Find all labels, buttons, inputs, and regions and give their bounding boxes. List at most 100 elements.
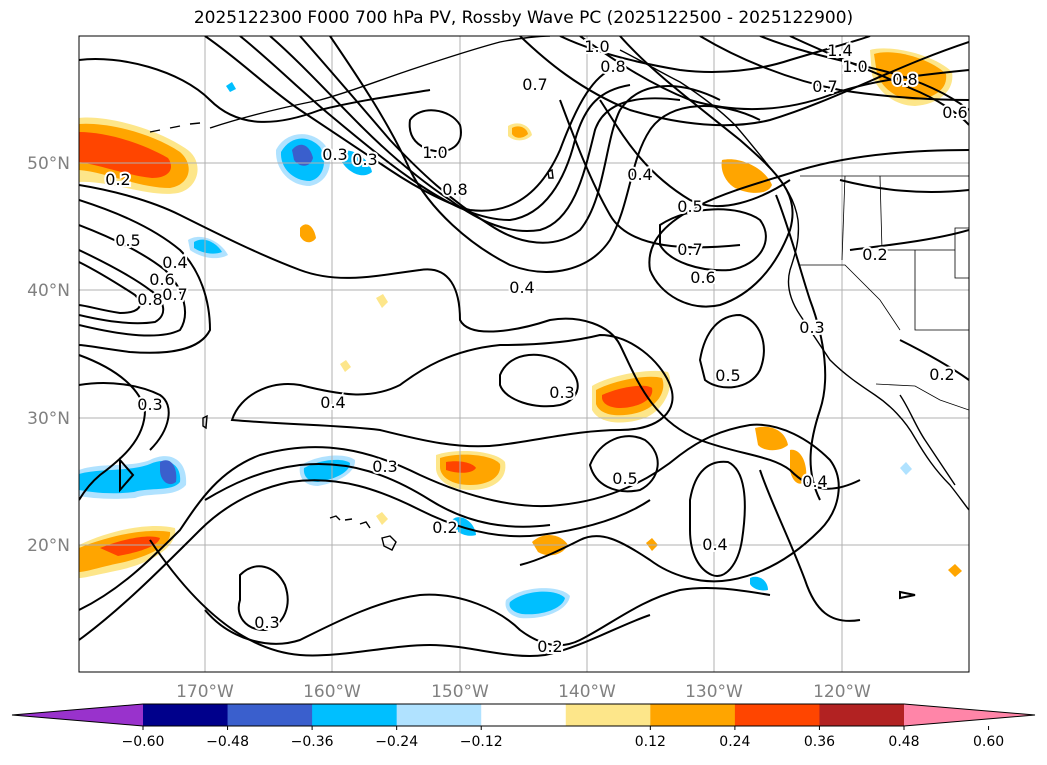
state-line <box>914 250 969 331</box>
anomaly-patch <box>721 159 772 193</box>
contour-label: 0.3 <box>137 395 162 414</box>
contour-line <box>79 184 861 490</box>
negative-pv-anomalies <box>79 82 912 619</box>
colorbar-segment <box>396 704 482 726</box>
anomaly-patch <box>340 360 351 372</box>
contour-line <box>899 339 969 381</box>
contour-label: 0.2 <box>432 518 457 537</box>
anomaly-patch <box>948 564 962 577</box>
contour-line <box>299 36 721 244</box>
lat-label: 20°N <box>27 536 70 556</box>
anomaly-patch <box>79 461 181 494</box>
contour-line <box>269 36 681 232</box>
anomaly-patch <box>79 132 172 178</box>
contour-line <box>79 423 840 611</box>
lon-label: 120°W <box>813 682 871 702</box>
contour-line <box>329 36 761 273</box>
colorbar-segment <box>650 704 736 726</box>
contour-label: 0.6 <box>942 103 967 122</box>
colorbar-segment <box>481 704 567 726</box>
map-frame <box>78 35 970 673</box>
anomaly-patch <box>509 591 565 615</box>
contour-label: 0.4 <box>509 278 534 297</box>
aleutian-islands <box>149 122 201 133</box>
contour-label: 0.2 <box>537 637 562 656</box>
alaska-coast <box>209 36 551 129</box>
small-island <box>202 414 208 430</box>
contour-label: 0.7 <box>522 75 547 94</box>
contour-label: 0.5 <box>715 366 740 385</box>
contour-label: 1.0 <box>584 37 609 56</box>
contour-label: 0.5 <box>115 231 140 250</box>
anomaly-patch <box>900 462 912 475</box>
colorbar-extend-min <box>12 704 143 726</box>
contour-label: 0.5 <box>677 197 702 216</box>
colorbar-segment <box>143 704 229 726</box>
contour-label: 0.5 <box>612 469 637 488</box>
contour-line <box>149 539 651 657</box>
anomaly-patch <box>446 461 476 473</box>
colorbar-tick-label: 0.48 <box>888 734 919 750</box>
positive-pv-anomalies <box>79 48 962 578</box>
contour-line <box>698 313 765 389</box>
contour-line <box>79 382 170 451</box>
contour-line <box>899 590 916 600</box>
contour-line <box>499 353 579 408</box>
north-america-coast <box>619 49 969 511</box>
colorbar-segment <box>819 704 905 726</box>
contour-label: 0.3 <box>372 457 397 476</box>
lon-label: 130°W <box>685 682 743 702</box>
contour-label: 0.8 <box>137 290 162 309</box>
contour-label: 0.7 <box>677 240 702 259</box>
small-island <box>547 168 554 179</box>
contour-line <box>79 199 212 354</box>
contour-label: 0.4 <box>320 393 345 412</box>
contour-line <box>408 109 462 153</box>
colorbar: −0.60 −0.48 −0.36 −0.24 −0.12 0.12 0.24 0.36 0.4… <box>11 703 1036 750</box>
contour-label: 0.7 <box>162 285 187 304</box>
contour-line <box>699 36 969 101</box>
contour-label: 0.4 <box>802 472 827 491</box>
contour-label: 1.0 <box>842 57 867 76</box>
anomaly-patch <box>100 536 160 556</box>
contour-line <box>79 58 431 123</box>
anomaly-patch <box>300 224 316 243</box>
contour-line <box>619 36 969 308</box>
contour-line <box>588 435 659 493</box>
colorbar-tick-label: 0.24 <box>719 734 750 750</box>
contour-line <box>79 249 165 325</box>
contour-line <box>204 586 771 647</box>
contour-label: 0.8 <box>892 70 917 89</box>
anomaly-patch <box>750 576 768 591</box>
us-mexico-border <box>875 383 969 411</box>
contour-line <box>79 224 186 337</box>
lon-label: 170°W <box>176 682 234 702</box>
state-line <box>879 175 955 251</box>
colorbar-tick-label: −0.36 <box>291 734 334 750</box>
coastlines <box>149 36 969 551</box>
map-content: 1.0 0.8 1.4 1.0 0.8 0.7 0.6 0.7 1.0 0.8 … <box>79 36 969 672</box>
contour-label: 0.6 <box>149 270 174 289</box>
contour-label: 0.8 <box>600 57 625 76</box>
contour-label: 0.4 <box>627 165 652 184</box>
chart-title: 2025122300 F000 700 hPa PV, Rossby Wave … <box>193 8 854 28</box>
colorbar-segment <box>734 704 820 726</box>
state-line <box>800 264 901 331</box>
contour-line <box>839 179 969 193</box>
colorbar-tick-label: −0.48 <box>206 734 249 750</box>
anomaly-patch <box>755 426 788 451</box>
contour-line <box>79 479 651 641</box>
colorbar-tick-label: −0.12 <box>460 734 503 750</box>
contour-label: 0.2 <box>862 245 887 264</box>
colorbar-tick-label: −0.60 <box>122 734 165 750</box>
contour-label: 0.3 <box>254 613 279 632</box>
anomaly-patch <box>512 126 528 138</box>
lat-label: 40°N <box>27 281 70 301</box>
contour-line <box>759 36 969 111</box>
lon-label: 160°W <box>303 682 361 702</box>
contour-line <box>559 99 741 249</box>
contour-line <box>119 457 135 493</box>
contour-line <box>519 36 969 127</box>
contour-line <box>849 229 969 251</box>
